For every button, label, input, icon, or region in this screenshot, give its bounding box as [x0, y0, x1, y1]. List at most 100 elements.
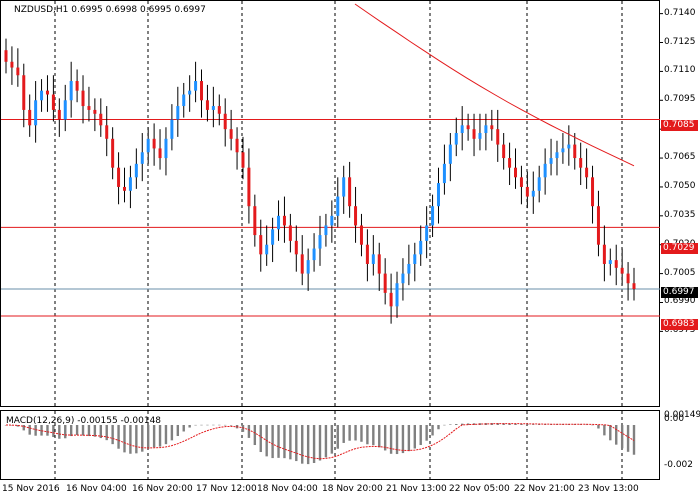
candle-body [93, 109, 97, 114]
macd-bar [526, 424, 529, 425]
candle-body [490, 125, 494, 130]
macd-bar [135, 425, 138, 454]
candle-body [348, 177, 352, 207]
macd-bar [259, 425, 262, 453]
macd-bar [218, 424, 221, 426]
candle-body [537, 177, 541, 191]
macd-bar [449, 424, 452, 425]
candle-body [543, 163, 547, 178]
candle-body [614, 260, 618, 268]
macd-bar [123, 425, 126, 453]
candle-body [105, 125, 109, 139]
price-tick-label: 0.7095 [664, 94, 696, 105]
macd-title: MACD(12,26,9) -0.00155 -0.00148 [6, 416, 161, 426]
macd-bar [514, 423, 517, 425]
candle-body [117, 167, 121, 187]
candle-body [294, 240, 298, 255]
macd-bar [28, 425, 31, 435]
macd-signal-line [5, 423, 635, 460]
candle-body [336, 196, 340, 216]
level-label-0-7085: 0.7085 [661, 120, 698, 131]
macd-bar [241, 425, 245, 432]
candle-body [585, 167, 589, 178]
candle-body [561, 148, 565, 153]
price-tick-label: 0.7035 [664, 209, 696, 220]
macd-bar [597, 425, 600, 429]
candle-body [620, 267, 624, 274]
macd-bar [271, 425, 274, 459]
candle-body [496, 129, 500, 145]
candle-body [194, 81, 198, 91]
macd-bar [591, 424, 594, 426]
macd-values: -0.00155 -0.00148 [77, 416, 162, 426]
candle-body [579, 158, 583, 168]
macd-bar [360, 425, 363, 442]
candle-body [205, 100, 209, 110]
candle-body [200, 81, 204, 101]
macd-bar [170, 425, 174, 441]
macd-bar [105, 425, 108, 441]
macd-bar [111, 425, 114, 445]
candle-body [567, 144, 571, 149]
candle-body [407, 263, 411, 274]
candle-body [425, 225, 429, 241]
macd-bar [224, 424, 227, 426]
price-tick-label: 0.7125 [664, 36, 696, 47]
macd-bar [64, 425, 67, 439]
macd-bar [229, 425, 233, 426]
macd-bar [401, 425, 405, 454]
macd-bar [318, 425, 322, 461]
macd-bar [194, 424, 197, 426]
candle-body [525, 186, 529, 197]
macd-bar [336, 425, 339, 449]
candle-body [282, 215, 286, 226]
macd-bar [330, 425, 334, 454]
candle-body [608, 260, 612, 264]
candle-body [217, 106, 221, 114]
macd-bar [443, 424, 446, 426]
candle-body [365, 244, 369, 264]
candle-body [436, 183, 440, 207]
candle-body [591, 177, 595, 207]
ohlc-values: 0.6995 0.6998 0.6995 0.6997 [71, 5, 206, 15]
candle-body [602, 244, 606, 264]
candle-body [16, 67, 20, 76]
candle-body [259, 235, 263, 255]
macd-bar [632, 425, 636, 455]
macd-bar [158, 425, 162, 447]
macd-bar [431, 425, 434, 436]
candle-body [514, 167, 518, 178]
macd-bar [52, 425, 55, 438]
macd-bar [58, 425, 61, 439]
candle-body [632, 283, 636, 290]
candle-body [342, 177, 346, 197]
level-label-0-6983: 0.6983 [661, 319, 698, 330]
candle-body [401, 273, 405, 284]
candle-body [229, 129, 233, 139]
macd-bar [312, 425, 316, 463]
candle-body [277, 215, 281, 230]
candle-body [253, 206, 257, 236]
price-panel[interactable] [0, 0, 660, 407]
macd-bar [389, 425, 393, 454]
macd-bar [366, 425, 369, 445]
candle-body [531, 190, 535, 197]
macd-bar [295, 425, 298, 462]
macd-bar [502, 423, 505, 425]
macd-bar [247, 425, 251, 438]
candle-body [573, 144, 577, 159]
price-tick-label: 0.7140 [664, 7, 696, 18]
macd-bar [200, 424, 203, 426]
time-tick-label: 15 Nov 2016 [2, 484, 60, 494]
candle-body [4, 50, 8, 62]
candle-body [466, 125, 470, 130]
price-tick-label: 0.7005 [664, 267, 696, 278]
candle-body [140, 152, 144, 164]
price-tick-label: 0.7050 [664, 180, 696, 191]
macd-bar [206, 424, 209, 426]
macd-panel[interactable] [0, 410, 660, 480]
candle-body [81, 90, 85, 107]
candle-body [28, 109, 32, 126]
candle-body [300, 254, 304, 274]
